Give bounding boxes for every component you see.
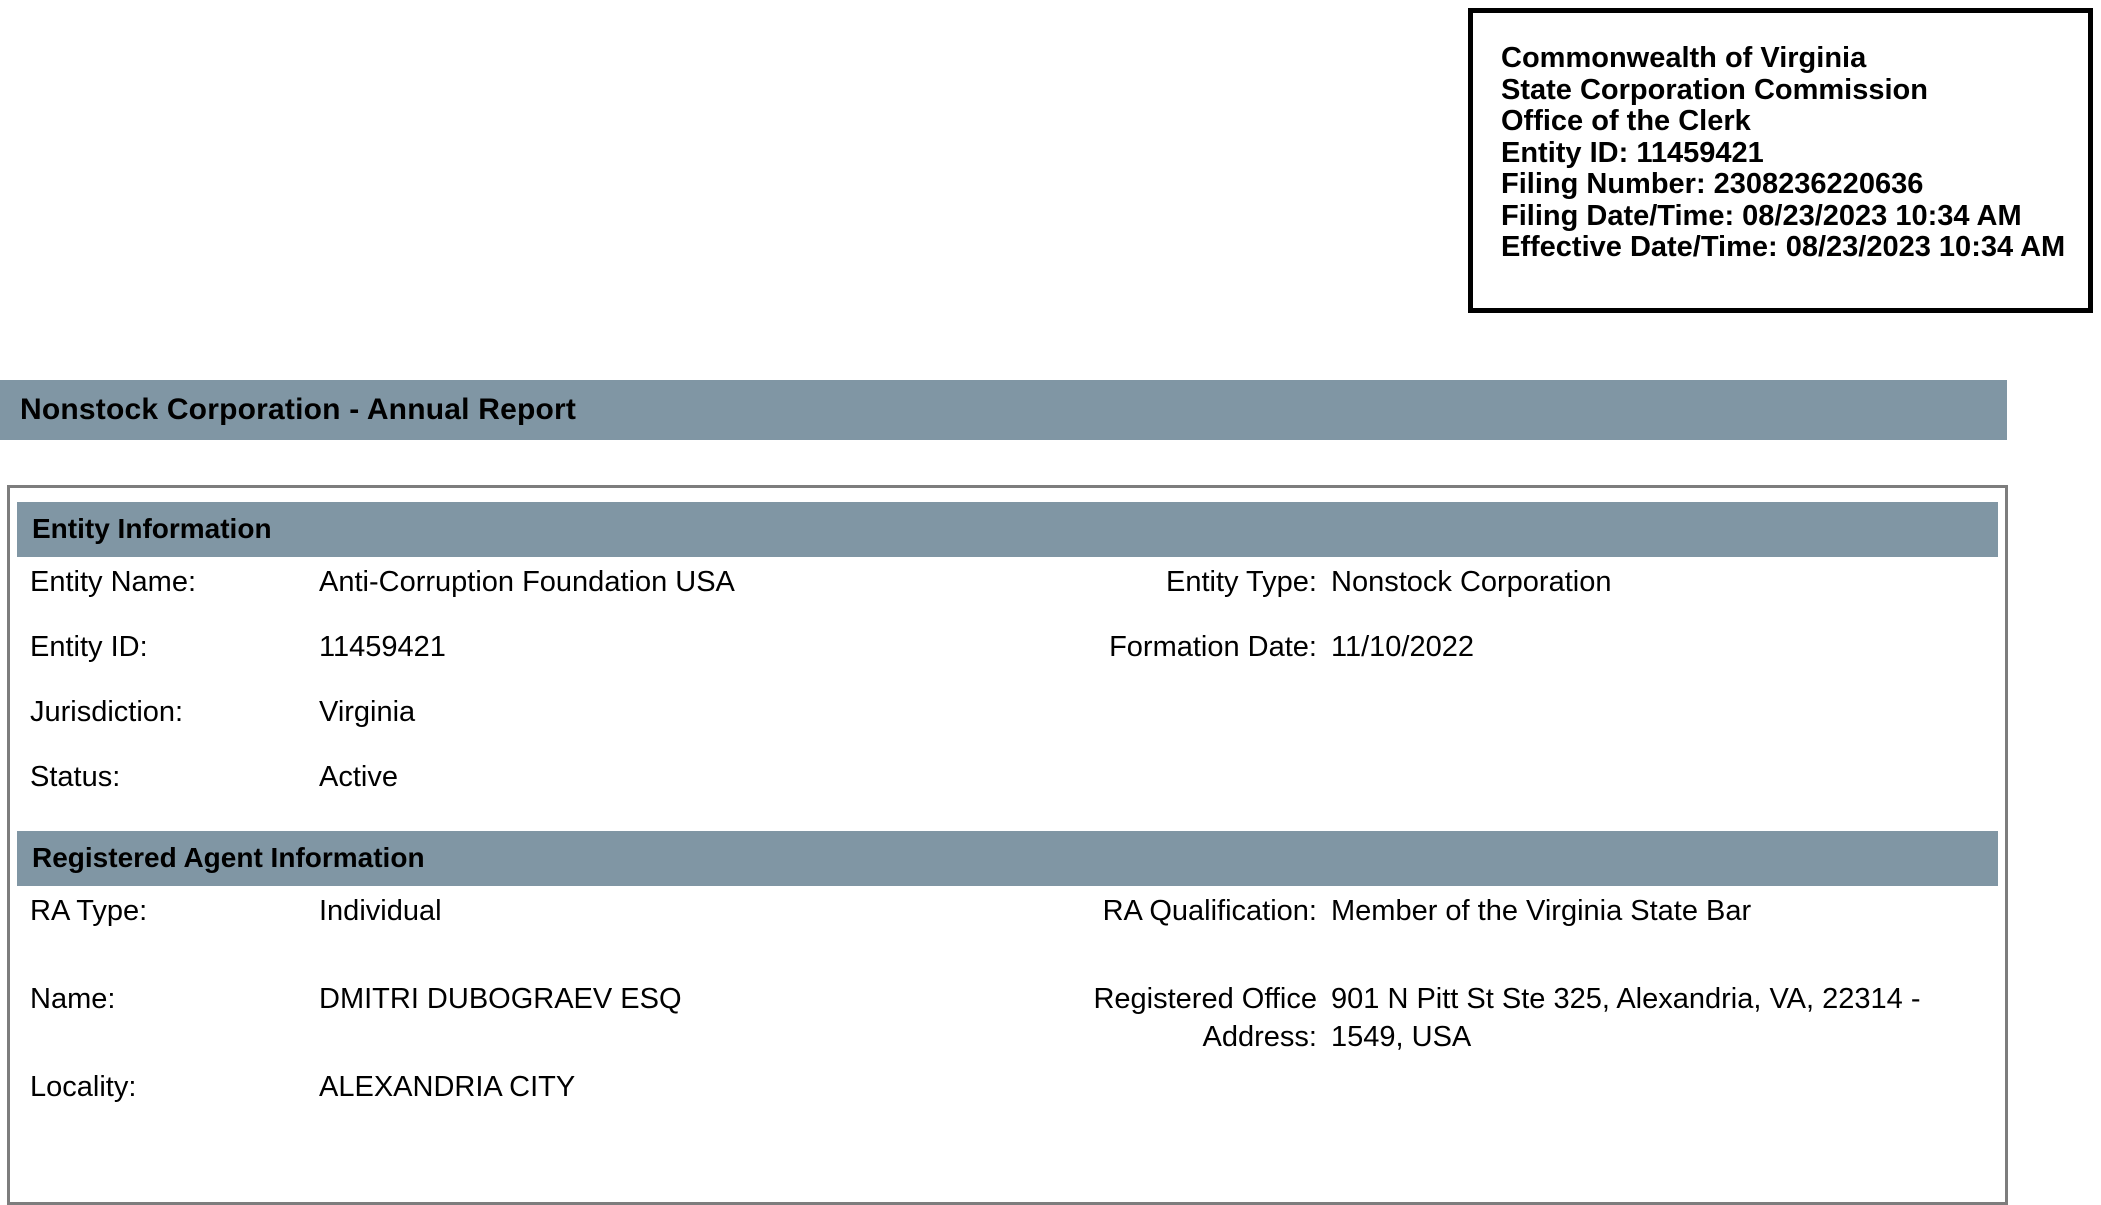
field-label-status: Status: [30,761,121,793]
entity-information-rows: Entity Name: Anti-Corruption Foundation … [10,557,2005,817]
filing-stamp-text: Commonwealth of Virginia State Corporati… [1501,42,2066,264]
row-right-pair: RA Qualification: Member of the Virginia… [1017,886,1998,930]
row-left-pair: Status: Active [17,752,1017,796]
field-value-ra-qualification: Member of the Virginia State Bar [1331,895,1752,927]
report-container: Entity Information Entity Name: Anti-Cor… [7,485,2008,1205]
table-row: Locality: ALEXANDRIA CITY [17,1062,1998,1150]
table-row: Name: DMITRI DUBOGRAEV ESQ Registered Of… [17,974,1998,1062]
field-label-entity-name: Entity Name: [30,566,196,598]
row-left-pair: Entity ID: 11459421 [17,622,1017,666]
section-heading-label: Entity Information [32,513,272,544]
row-left-pair: Locality: ALEXANDRIA CITY [17,1062,1017,1106]
table-row: RA Type: Individual RA Qualification: Me… [17,886,1998,974]
field-label-jurisdiction: Jurisdiction: [30,696,184,728]
stamp-line-entity-id: Entity ID: 11459421 [1501,136,1764,169]
row-left-pair: RA Type: Individual [17,886,1017,930]
field-value-ra-type: Individual [319,895,442,927]
section-header-entity-information: Entity Information [17,502,1998,557]
field-label-entity-type: Entity Type: [1166,566,1317,598]
field-value-entity-type: Nonstock Corporation [1331,566,1612,598]
field-label-locality: Locality: [30,1071,137,1103]
section-heading-label: Registered Agent Information [32,842,425,873]
section-entity-information: Entity Information Entity Name: Anti-Cor… [10,502,2005,817]
row-right-pair: Formation Date: 11/10/2022 [1017,622,1998,666]
page-title: Nonstock Corporation - Annual Report [20,393,577,426]
field-label-name: Name: [30,983,116,1015]
table-row: Entity Name: Anti-Corruption Foundation … [17,557,1998,622]
field-label-formation-date: Formation Date: [1109,631,1317,663]
row-right-pair-empty [1017,1062,1998,1068]
field-label-registered-office-address: Registered Office Address: [1093,983,1317,1053]
table-row: Jurisdiction: Virginia [17,687,1998,752]
stamp-line-effective-datetime: Effective Date/Time: 08/23/2023 10:34 AM [1501,231,2066,263]
table-row: Entity ID: 11459421 Formation Date: 11/1… [17,622,1998,687]
row-left-pair: Entity Name: Anti-Corruption Foundation … [17,557,1017,601]
filing-stamp-box: Commonwealth of Virginia State Corporati… [1468,8,2093,313]
field-value-formation-date: 11/10/2022 [1331,631,1474,663]
page-title-bar: Nonstock Corporation - Annual Report [0,380,2007,440]
stamp-line-office: Office of the Clerk [1501,105,1751,137]
section-registered-agent-information: Registered Agent Information RA Type: In… [10,831,2005,1150]
table-row: Status: Active [17,752,1998,817]
row-right-pair: Entity Type: Nonstock Corporation [1017,557,1998,601]
row-right-pair-empty [1017,687,1998,693]
field-value-locality: ALEXANDRIA CITY [319,1071,576,1103]
registered-agent-rows: RA Type: Individual RA Qualification: Me… [10,886,2005,1150]
stamp-line-filing-number: Filing Number: 2308236220636 [1501,168,1924,200]
field-value-status: Active [319,761,398,793]
row-left-pair: Name: DMITRI DUBOGRAEV ESQ [17,974,1017,1018]
stamp-line-commission: State Corporation Commission [1501,73,1928,106]
field-value-name: DMITRI DUBOGRAEV ESQ [319,983,682,1015]
field-value-entity-id: 11459421 [319,631,446,663]
row-left-pair: Jurisdiction: Virginia [17,687,1017,731]
field-label-ra-type: RA Type: [30,895,148,927]
field-value-jurisdiction: Virginia [319,696,416,728]
row-right-pair-empty [1017,752,1998,758]
stamp-line-filing-datetime: Filing Date/Time: 08/23/2023 10:34 AM [1501,199,2022,232]
section-header-registered-agent-information: Registered Agent Information [17,831,1998,886]
stamp-line-commonwealth: Commonwealth of Virginia [1501,42,1867,74]
field-label-entity-id: Entity ID: [30,631,148,663]
row-right-pair: Registered Office Address: 901 N Pitt St… [1017,974,1998,1056]
field-value-registered-office-address: 901 N Pitt St Ste 325, Alexandria, VA, 2… [1331,983,1921,1053]
field-label-ra-qualification: RA Qualification: [1102,895,1317,927]
field-value-entity-name: Anti-Corruption Foundation USA [319,566,735,598]
